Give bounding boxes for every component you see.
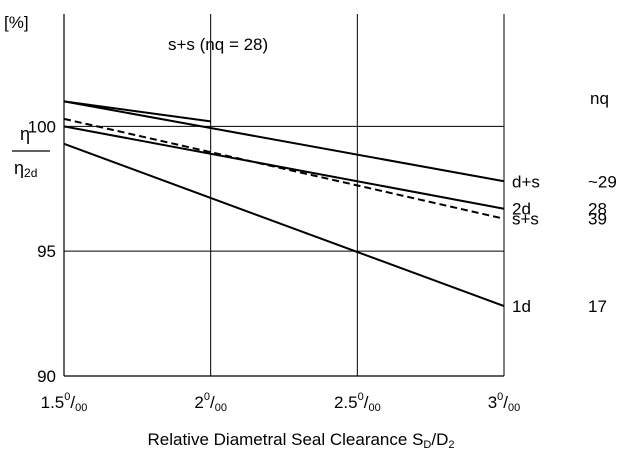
annotation-label: s+s (nq = 28) (168, 35, 268, 54)
x-tick-slash: / (503, 393, 508, 412)
x-tick-slash: / (210, 393, 215, 412)
x-tick-value: 1.5 (41, 393, 65, 412)
x-tick-value: 2 (194, 393, 203, 412)
x-tick-value: 2.5 (334, 393, 358, 412)
y-label-denominator-base: η (14, 158, 24, 178)
series-lines (63, 100, 505, 308)
x-tick-label-1: 20/00 (194, 391, 227, 414)
x-tick-slash: / (364, 393, 369, 412)
series-line-d-s (63, 100, 505, 183)
y-tick-label-1: 95 (37, 242, 56, 261)
series-line-1d (63, 142, 505, 308)
x-axis-title-sub1: D (423, 439, 431, 451)
y-tick-label-2: 100 (28, 117, 56, 136)
x-axis-title-sub2: 2 (448, 439, 454, 451)
x-axis-title-main: Relative Diametral Seal Clearance S (148, 430, 424, 449)
x-tick-sup: 0 (64, 391, 70, 403)
series-label-0: d+s (512, 172, 540, 191)
y-unit-label: [%] (4, 13, 29, 32)
x-tick-label-0: 1.50/00 (41, 391, 88, 414)
y-label-numerator: η (20, 124, 30, 144)
y-tick-label-0: 90 (37, 367, 56, 386)
series-nq-2: 39 (588, 210, 607, 229)
y-label-denominator: η2d (14, 158, 37, 180)
series-label-1: 2d (512, 200, 531, 219)
series-nq-1: 28 (588, 200, 607, 219)
x-tick-sup: 0 (204, 391, 210, 403)
series-line-s-s (63, 117, 505, 220)
axes (63, 14, 504, 377)
nq-column-header: nq (590, 89, 609, 108)
x-axis-title: Relative Diametral Seal Clearance SD/D2 (148, 430, 455, 451)
series-line-2d (63, 125, 505, 210)
x-tick-slash: / (70, 393, 75, 412)
series-nq-3: 17 (588, 297, 607, 316)
x-tick-sup: 0 (358, 391, 364, 403)
x-tick-sub: 00 (508, 402, 520, 414)
x-axis-title-mid: /D (431, 430, 448, 449)
series-label-3: 1d (512, 297, 531, 316)
x-tick-value: 3 (488, 393, 497, 412)
series-nq-0: ~29 (588, 172, 617, 191)
series-label-2: s+s (512, 210, 539, 229)
x-tick-sub: 00 (368, 402, 380, 414)
x-tick-sub: 00 (75, 402, 87, 414)
annotation-series-line (63, 100, 211, 123)
x-tick-sub: 00 (215, 402, 227, 414)
x-tick-label-2: 2.50/00 (334, 391, 381, 414)
x-tick-sup: 0 (497, 391, 503, 403)
grid (64, 14, 505, 376)
y-label-denominator-sub: 2d (24, 166, 37, 180)
x-tick-label-3: 30/00 (488, 391, 521, 414)
